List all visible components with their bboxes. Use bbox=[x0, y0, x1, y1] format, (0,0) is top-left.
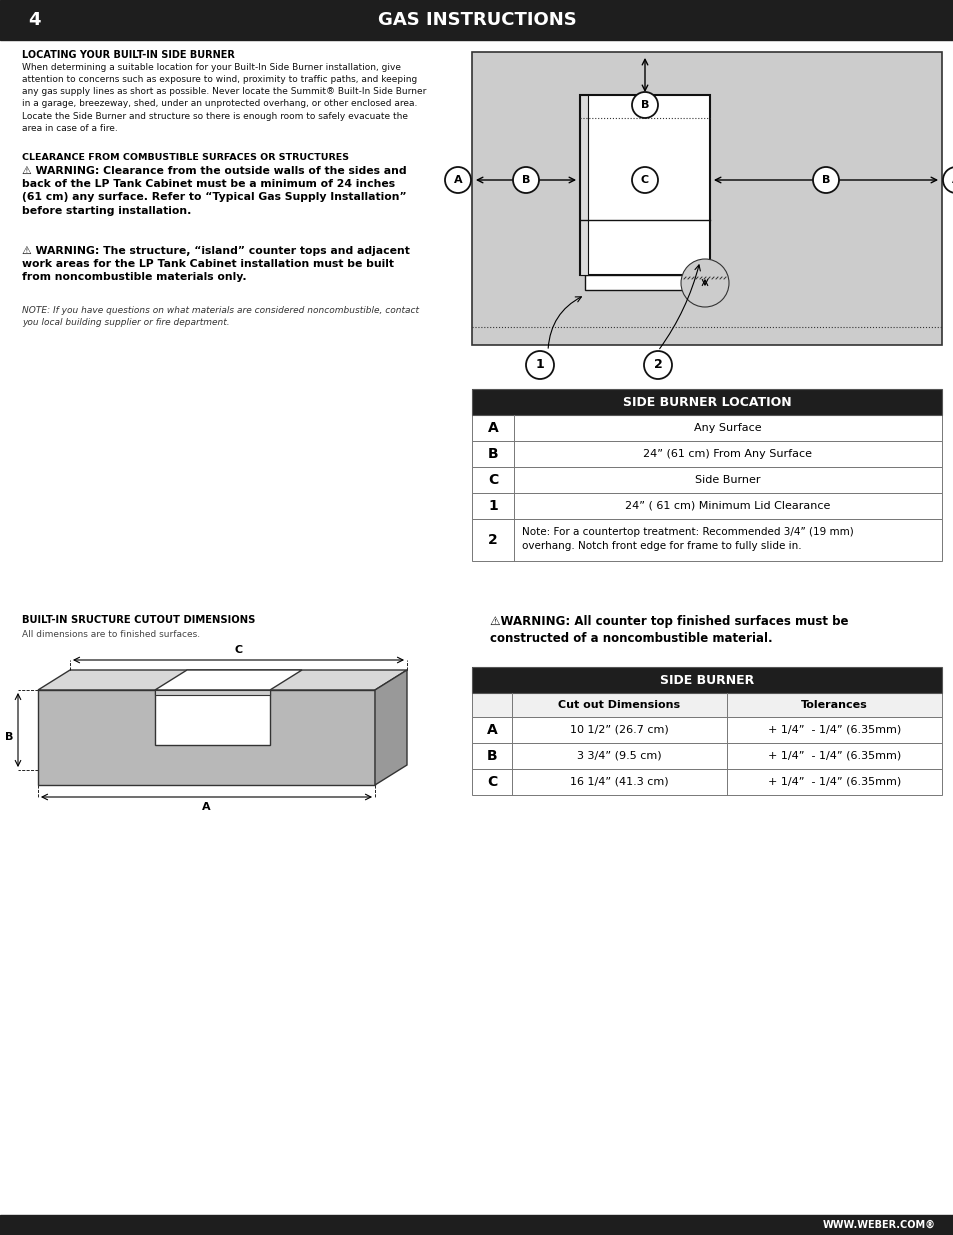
Bar bbox=[472, 718, 941, 743]
Bar bbox=[472, 493, 941, 519]
Bar bbox=[472, 441, 941, 467]
Text: B: B bbox=[5, 732, 13, 742]
Bar bbox=[472, 389, 941, 415]
Text: Side Burner: Side Burner bbox=[695, 475, 760, 485]
Text: C: C bbox=[486, 776, 497, 789]
Circle shape bbox=[525, 351, 554, 379]
Text: C: C bbox=[487, 473, 497, 487]
Polygon shape bbox=[154, 690, 270, 695]
Text: LOCATING YOUR BUILT-IN SIDE BURNER: LOCATING YOUR BUILT-IN SIDE BURNER bbox=[22, 49, 234, 61]
Bar bbox=[472, 467, 941, 493]
Text: ⚠ WARNING: The structure, “island” counter tops and adjacent
work areas for the : ⚠ WARNING: The structure, “island” count… bbox=[22, 246, 410, 283]
Text: ⚠ WARNING: Clearance from the outside walls of the sides and
back of the LP Tank: ⚠ WARNING: Clearance from the outside wa… bbox=[22, 165, 406, 216]
Text: 4: 4 bbox=[28, 11, 40, 28]
Polygon shape bbox=[38, 690, 375, 785]
Text: When determining a suitable location for your Built-In Side Burner installation,: When determining a suitable location for… bbox=[22, 63, 426, 132]
Text: A: A bbox=[951, 175, 953, 185]
Polygon shape bbox=[154, 671, 302, 690]
Text: 2: 2 bbox=[653, 358, 661, 372]
Text: C: C bbox=[234, 645, 242, 655]
Bar bbox=[472, 743, 941, 769]
Bar bbox=[472, 667, 941, 693]
Circle shape bbox=[631, 91, 658, 119]
Text: SIDE BURNER LOCATION: SIDE BURNER LOCATION bbox=[622, 395, 790, 409]
Bar bbox=[472, 769, 941, 795]
Text: A: A bbox=[487, 421, 497, 435]
Text: 16 1/4” (41.3 cm): 16 1/4” (41.3 cm) bbox=[570, 777, 668, 787]
Bar bbox=[584, 275, 704, 290]
Text: A: A bbox=[486, 722, 497, 737]
Text: Any Surface: Any Surface bbox=[694, 424, 761, 433]
Text: Tolerances: Tolerances bbox=[801, 700, 867, 710]
Bar bbox=[579, 95, 709, 275]
Text: B: B bbox=[821, 175, 829, 185]
Circle shape bbox=[812, 167, 838, 193]
Polygon shape bbox=[375, 671, 407, 785]
Text: A: A bbox=[202, 802, 211, 811]
Text: GAS INSTRUCTIONS: GAS INSTRUCTIONS bbox=[377, 11, 576, 28]
Circle shape bbox=[444, 167, 471, 193]
Text: B: B bbox=[521, 175, 530, 185]
Bar bbox=[0, 0, 953, 40]
Circle shape bbox=[513, 167, 538, 193]
Text: Note: For a countertop treatment: Recommended 3/4” (19 mm)
overhang. Notch front: Note: For a countertop treatment: Recomm… bbox=[521, 527, 853, 551]
Text: + 1/4”  - 1/4” (6.35mm): + 1/4” - 1/4” (6.35mm) bbox=[767, 725, 901, 735]
Bar bbox=[472, 415, 941, 441]
Bar bbox=[472, 519, 941, 561]
Text: B: B bbox=[487, 447, 497, 461]
Bar bbox=[472, 389, 941, 415]
Text: NOTE: If you have questions on what materials are considered noncombustible, con: NOTE: If you have questions on what mate… bbox=[22, 306, 418, 327]
Bar bbox=[472, 693, 941, 718]
Text: 24” (61 cm) From Any Surface: 24” (61 cm) From Any Surface bbox=[643, 450, 812, 459]
Polygon shape bbox=[38, 671, 407, 690]
Bar bbox=[579, 95, 587, 275]
Bar bbox=[0, 1215, 953, 1235]
Text: + 1/4”  - 1/4” (6.35mm): + 1/4” - 1/4” (6.35mm) bbox=[767, 777, 901, 787]
Text: C: C bbox=[640, 175, 648, 185]
Text: SIDE BURNER: SIDE BURNER bbox=[659, 673, 753, 687]
Text: 24” ( 61 cm) Minimum Lid Clearance: 24” ( 61 cm) Minimum Lid Clearance bbox=[624, 501, 830, 511]
Text: All dimensions are to finished surfaces.: All dimensions are to finished surfaces. bbox=[22, 630, 200, 638]
Polygon shape bbox=[154, 690, 270, 745]
Text: 1: 1 bbox=[488, 499, 497, 513]
Text: WWW.WEBER.COM®: WWW.WEBER.COM® bbox=[822, 1220, 935, 1230]
Text: + 1/4”  - 1/4” (6.35mm): + 1/4” - 1/4” (6.35mm) bbox=[767, 751, 901, 761]
Text: 2: 2 bbox=[488, 534, 497, 547]
Text: BUILT-IN SRUCTURE CUTOUT DIMENSIONS: BUILT-IN SRUCTURE CUTOUT DIMENSIONS bbox=[22, 615, 255, 625]
Circle shape bbox=[631, 167, 658, 193]
Circle shape bbox=[680, 259, 728, 308]
Text: A: A bbox=[454, 175, 462, 185]
Circle shape bbox=[643, 351, 671, 379]
Text: ⚠WARNING: All counter top finished surfaces must be
constructed of a noncombusti: ⚠WARNING: All counter top finished surfa… bbox=[490, 615, 847, 645]
Text: 10 1/2” (26.7 cm): 10 1/2” (26.7 cm) bbox=[570, 725, 668, 735]
Circle shape bbox=[942, 167, 953, 193]
Text: CLEARANCE FROM COMBUSTIBLE SURFACES OR STRUCTURES: CLEARANCE FROM COMBUSTIBLE SURFACES OR S… bbox=[22, 153, 349, 162]
Text: 3 3/4” (9.5 cm): 3 3/4” (9.5 cm) bbox=[577, 751, 661, 761]
Bar bbox=[472, 667, 941, 693]
Text: B: B bbox=[640, 100, 648, 110]
Text: Cut out Dimensions: Cut out Dimensions bbox=[558, 700, 679, 710]
Bar bbox=[472, 52, 941, 345]
Text: 1: 1 bbox=[535, 358, 544, 372]
Text: B: B bbox=[486, 748, 497, 763]
